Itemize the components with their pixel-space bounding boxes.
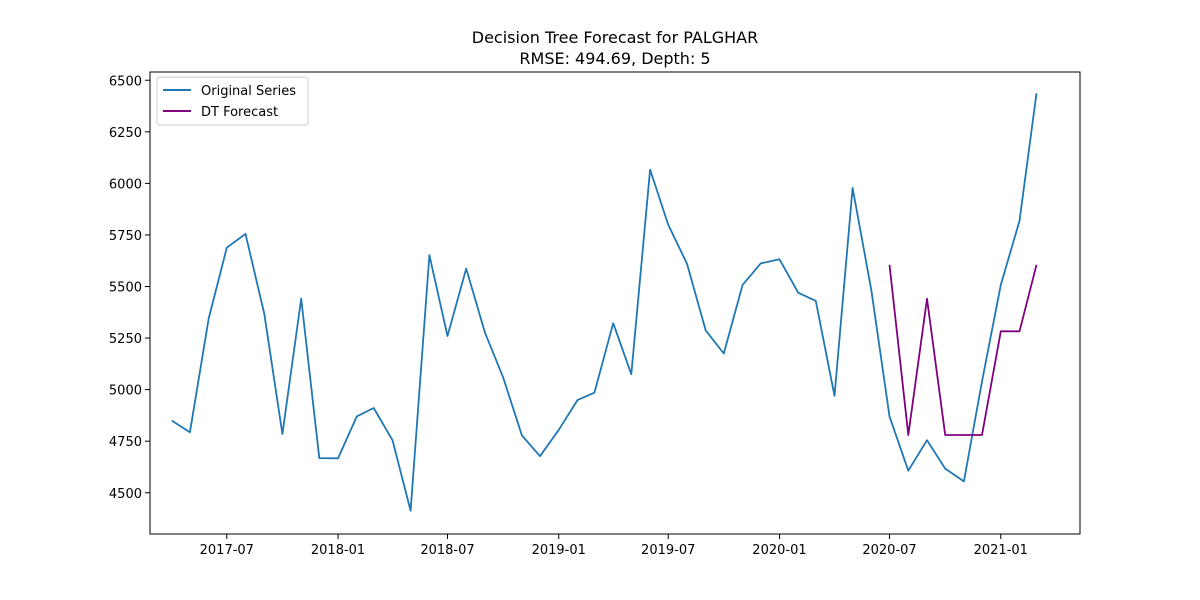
y-tick-label: 5250 bbox=[109, 332, 142, 347]
x-tick-label: 2017-07 bbox=[200, 543, 254, 558]
y-tick-label: 6250 bbox=[109, 126, 142, 141]
x-tick-label: 2019-07 bbox=[641, 543, 695, 558]
y-tick-label: 6500 bbox=[109, 74, 142, 89]
chart-title: Decision Tree Forecast for PALGHAR bbox=[472, 28, 758, 47]
chart-subtitle: RMSE: 494.69, Depth: 5 bbox=[519, 49, 710, 68]
y-tick-label: 4500 bbox=[109, 487, 142, 502]
plot-frame bbox=[149, 71, 1081, 535]
series-line-original-series bbox=[171, 93, 1038, 512]
legend: Original Series DT Forecast bbox=[156, 76, 309, 126]
y-tick-label: 5750 bbox=[109, 229, 142, 244]
series-line-dt-forecast bbox=[888, 264, 1038, 436]
x-tick-label: 2020-07 bbox=[862, 543, 916, 558]
x-tick-label: 2018-01 bbox=[311, 543, 365, 558]
x-tick-label: 2018-07 bbox=[420, 543, 474, 558]
y-axis: 4500 4750 5000 5250 5500 5750 6000 6250 6500 bbox=[109, 74, 150, 502]
x-tick-label: 2020-01 bbox=[752, 543, 806, 558]
legend-label-dt-forecast: DT Forecast bbox=[201, 105, 278, 120]
x-tick-label: 2019-01 bbox=[532, 543, 586, 558]
y-tick-label: 5500 bbox=[109, 281, 142, 296]
x-axis: 2017-07 2018-01 2018-07 2019-01 2019-07 2020-… bbox=[200, 534, 1028, 558]
y-tick-label: 4750 bbox=[109, 435, 142, 450]
y-tick-label: 5000 bbox=[109, 384, 142, 399]
y-tick-label: 6000 bbox=[109, 177, 142, 192]
legend-box bbox=[156, 76, 309, 126]
x-tick-label: 2021-01 bbox=[974, 543, 1028, 558]
legend-label-original-series: Original Series bbox=[201, 84, 296, 99]
plot-area bbox=[171, 93, 1038, 512]
